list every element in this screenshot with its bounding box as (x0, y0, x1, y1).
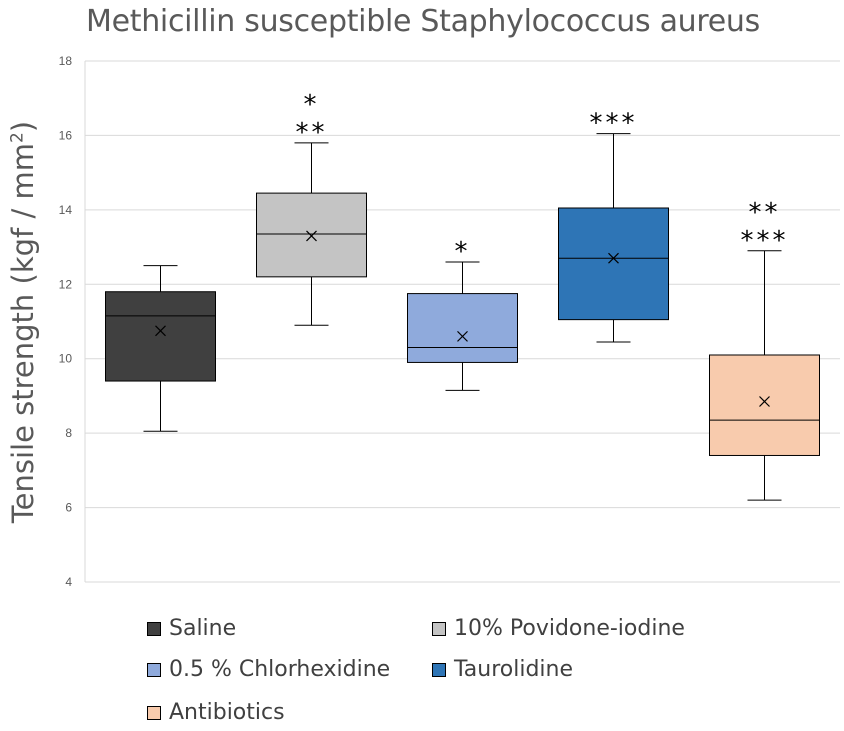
significance-stars: *** (741, 226, 789, 256)
legend-item: 10% Povidone-iodine (432, 616, 685, 641)
significance-stars: ** (296, 118, 328, 148)
significance-stars: ** (749, 198, 781, 228)
mean-marker (608, 252, 619, 264)
legend-label: Antibiotics (169, 700, 285, 725)
legend-swatch (147, 621, 161, 636)
box (256, 192, 367, 278)
legend-swatch (432, 662, 446, 677)
significance-stars: * (455, 237, 471, 267)
legend-swatch (432, 621, 446, 636)
y-tick-label: 14 (59, 203, 73, 217)
y-tick-label: 12 (59, 277, 73, 291)
significance-stars: *** (590, 109, 638, 139)
mean-marker (155, 325, 166, 337)
legend-label: Taurolidine (454, 657, 574, 682)
legend-label: 0.5 % Chlorhexidine (169, 657, 391, 682)
legend-item: Antibiotics (147, 700, 285, 725)
box (407, 293, 518, 363)
legend-swatch (147, 705, 161, 720)
box (105, 291, 216, 382)
y-tick-label: 10 (59, 352, 73, 366)
legend-item: Taurolidine (432, 657, 573, 682)
mean-marker (457, 330, 468, 342)
y-tick-label: 6 (65, 501, 72, 515)
legend-item: Saline (147, 616, 236, 641)
mean-marker (759, 396, 770, 407)
legend-item: 0.5 % Chlorhexidine (147, 657, 390, 682)
chart-title: Methicillin susceptible Staphylococcus a… (86, 4, 760, 39)
legend-label: 10% Povidone-iodine (454, 616, 685, 641)
mean-marker (306, 230, 317, 242)
legend-label: Saline (169, 616, 237, 641)
y-tick-label: 4 (65, 575, 72, 589)
box (558, 207, 669, 321)
y-tick-label: 8 (65, 426, 72, 440)
significance-stars: * (304, 90, 320, 120)
y-tick-label: 16 (59, 128, 73, 142)
box (709, 354, 820, 456)
legend-swatch (147, 662, 161, 677)
y-tick-label: 18 (59, 54, 73, 68)
